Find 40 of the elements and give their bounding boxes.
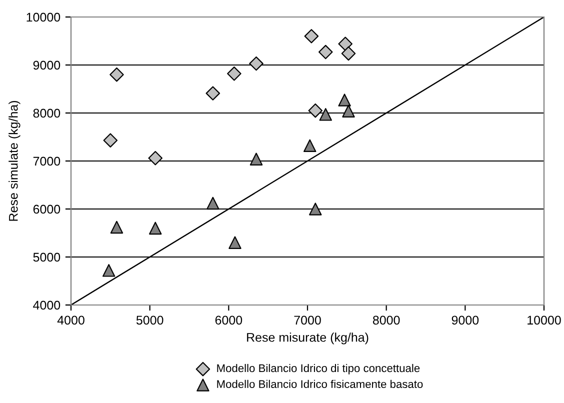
point xyxy=(304,29,319,44)
y-tick-label: 5000 xyxy=(33,252,60,262)
point xyxy=(318,44,333,60)
point xyxy=(342,104,355,118)
point xyxy=(148,222,162,235)
point xyxy=(102,264,116,277)
y-tick-label: 4000 xyxy=(33,300,60,310)
x-tick-label: 7000 xyxy=(294,316,321,325)
x-tick-label: 6000 xyxy=(215,316,242,325)
point xyxy=(308,103,323,118)
y-tick-label: 7000 xyxy=(33,156,60,166)
x-tick-label: 10000 xyxy=(528,316,561,325)
point xyxy=(250,152,263,166)
legend-label: Modello Bilancio Idrico di tipo concettuale xyxy=(217,364,420,374)
y-tick-label: 8000 xyxy=(33,108,60,118)
y-tick-label: 9000 xyxy=(33,60,60,70)
x-tick-label: 4000 xyxy=(57,316,84,325)
legend-label: Modello Bilancio Idrico fisicamente basato xyxy=(217,380,423,388)
point xyxy=(341,46,356,61)
point xyxy=(309,202,322,216)
point xyxy=(338,94,351,106)
point xyxy=(103,133,118,148)
point xyxy=(249,56,264,71)
point xyxy=(338,36,352,52)
point xyxy=(206,86,220,100)
point xyxy=(110,220,124,234)
y-tick-label: 10000 xyxy=(26,12,60,22)
x-axis-title: Rese misurate (kg/ha) xyxy=(247,332,368,344)
point xyxy=(148,150,162,166)
point xyxy=(304,139,316,152)
y-tick-label: 6000 xyxy=(33,204,60,214)
point xyxy=(206,196,220,210)
x-tick-label: 8000 xyxy=(372,316,400,325)
point xyxy=(227,66,242,81)
x-tick-label: 9000 xyxy=(452,316,479,325)
point xyxy=(110,67,124,82)
point xyxy=(319,108,332,121)
x-tick-label: 5000 xyxy=(136,316,164,325)
y-axis-title: Rese simulate (kg/ha) xyxy=(8,100,20,221)
point xyxy=(228,236,242,249)
